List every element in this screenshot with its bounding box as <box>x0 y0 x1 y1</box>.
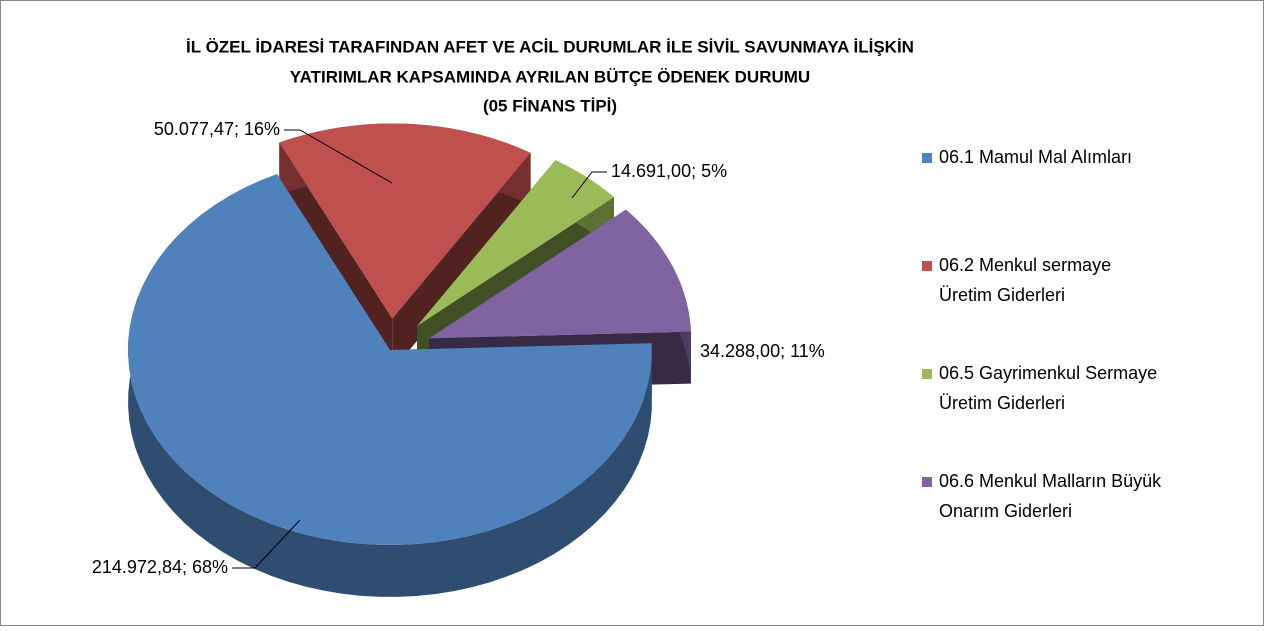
slice <box>429 209 691 339</box>
chart-title: YATIRIMLAR KAPSAMINDA AYRILAN BÜTÇE ÖDEN… <box>290 67 810 86</box>
legend-label-line: Onarım Giderleri <box>939 501 1072 521</box>
data-label: 14.691,00; 5% <box>611 161 727 181</box>
legend-swatch <box>922 369 932 379</box>
data-label: 50.077,47; 16% <box>154 119 280 139</box>
legend-label: 06.1 Mamul Mal Alımları <box>939 147 1132 167</box>
legend-swatch <box>922 153 932 163</box>
leader-line <box>232 519 301 569</box>
chart-title: İL ÖZEL İDARESİ TARAFINDAN AFET VE ACİL … <box>186 37 914 56</box>
slice <box>417 160 614 326</box>
legend-label: 06.6 Menkul Malların Büyük Onarım Giderle… <box>939 471 1162 521</box>
legend-label-line: 06.2 Menkul sermaye <box>939 255 1111 275</box>
legend-label: 06.2 Menkul sermaye Üretim Giderleri <box>939 255 1111 305</box>
leader-line <box>571 171 607 199</box>
slice <box>279 123 531 319</box>
legend-swatch <box>922 477 932 487</box>
data-label: 34.288,00; 11% <box>700 341 825 361</box>
legend-swatch <box>922 261 932 271</box>
data-label: 214.972,84; 68% <box>92 557 228 577</box>
legend-label-line: Üretim Giderleri <box>939 285 1065 305</box>
leader-line <box>284 129 393 184</box>
legend-label: 06.5 Gayrimenkul Sermaye Üretim Giderleri <box>939 363 1157 413</box>
legend-label-line: Üretim Giderleri <box>939 393 1065 413</box>
slice <box>128 174 652 545</box>
legend-label-line: 06.6 Menkul Malların Büyük <box>939 471 1162 491</box>
chart-title: (05 FİNANS TİPİ) <box>483 96 617 115</box>
legend-label-line: 06.5 Gayrimenkul Sermaye <box>939 363 1157 383</box>
